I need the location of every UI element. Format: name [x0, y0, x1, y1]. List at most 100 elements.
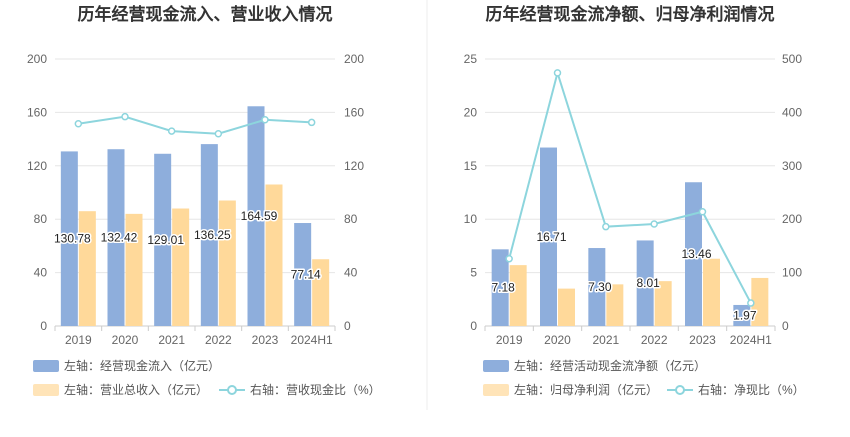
y-left-tick-label: 160: [27, 105, 47, 119]
ratio-line: [78, 115, 312, 135]
x-tick-label: 2022: [205, 333, 232, 347]
x-tick-label: 2019: [496, 333, 523, 347]
bar-secondary: [703, 258, 720, 326]
chart-1-plot: 0 40 80 120 160 200 0 40 80 120 160 200 2019 2020 2021…: [27, 52, 364, 347]
y-right-tick-label: 400: [782, 105, 802, 119]
y-right-tick-label: 160: [344, 105, 364, 119]
ratio-line: [508, 69, 752, 304]
ratio-point: [698, 207, 707, 216]
x-tick-label: 2021: [592, 333, 619, 347]
ratio-point: [747, 299, 755, 307]
chart-2-title: 历年经营现金流净额、归母净利润情况: [486, 4, 775, 25]
y-left-tick-label: 15: [464, 159, 478, 173]
y-left-tick-label: 25: [464, 52, 478, 66]
y-left-tick-label: 10: [464, 212, 478, 226]
bar-13-primary: [294, 223, 312, 326]
y-right-tick-label: 100: [782, 266, 802, 280]
legend-swatch-revenue[interactable]: [33, 384, 59, 396]
x-tick-label: 2024H1: [291, 333, 333, 347]
bar-data-label: 136.25: [194, 228, 231, 242]
x-tick-label: 2020: [112, 333, 139, 347]
bar-data-label: 16.71: [536, 230, 566, 244]
ratio-point: [553, 69, 562, 77]
legend-marker-net-ratio: [675, 385, 685, 395]
legend-label-net-cash[interactable]: 左轴：经营活动现金流净额（亿元）: [514, 358, 706, 373]
y-left-tick-label: 80: [34, 212, 48, 226]
bar-16-primary: [685, 182, 702, 326]
legend-label-net-profit[interactable]: 左轴：归母净利润（亿元）: [514, 382, 658, 397]
x-tick-label: 2019: [65, 333, 92, 347]
y-left-tick-label: 200: [27, 52, 47, 66]
bar-data-label: 130.78: [54, 232, 91, 246]
y-right-tick-label: 500: [782, 52, 802, 66]
bar-data-label: 8.01: [636, 276, 660, 290]
ratio-point: [214, 130, 223, 138]
chart-1-legend: 左轴：经营现金流入（亿元） 左轴：营业总收入（亿元） 右轴：营收现金比（%）: [33, 358, 381, 397]
bar-13-primary: [154, 153, 172, 326]
bar-secondary: [606, 284, 624, 326]
bar-data-label: 164.59: [241, 209, 278, 223]
bar-data-label: 129.01: [147, 233, 184, 247]
y-left-tick-label: 20: [464, 105, 478, 119]
bar-16-primary: [540, 147, 557, 326]
x-tick-label: 2023: [689, 333, 716, 347]
bar-13-primary: [60, 151, 78, 326]
bar-16-primary: [733, 304, 751, 326]
bar-data-label: 1.97: [733, 308, 757, 322]
bar-16-primary: [588, 248, 606, 326]
bar-secondary: [312, 259, 330, 326]
y-right-tick-label: 200: [782, 212, 802, 226]
bar-secondary: [751, 277, 769, 326]
y-left-tick-label: 0: [40, 319, 47, 333]
chart-2-plot: 0 5 10 15 20 25 0 100 200 300 400 500 2019 2020 2021 20…: [464, 52, 803, 347]
bar-13-primary: [107, 149, 125, 326]
bar-data-label: 77.14: [291, 268, 321, 282]
ratio-point: [602, 222, 610, 231]
bar-secondary: [654, 281, 672, 326]
x-tick-label: 2022: [641, 333, 668, 347]
bar-data-label: 7.18: [491, 281, 515, 295]
legend-swatch-cash-inflow[interactable]: [33, 360, 59, 372]
x-tick-label: 2021: [158, 333, 185, 347]
bar-data-label: 13.46: [681, 247, 711, 261]
y-left-tick-label: 120: [27, 159, 47, 173]
y-right-tick-label: 300: [782, 159, 802, 173]
bar-data-label: 7.30: [588, 280, 612, 294]
legend-marker-ratio: [227, 385, 237, 395]
y-right-tick-label: 200: [344, 52, 364, 66]
y-right-tick-label: 0: [344, 319, 351, 333]
x-tick-label: 2023: [252, 333, 279, 347]
bar-secondary: [218, 200, 236, 326]
bar-secondary: [125, 213, 143, 326]
bar-secondary: [265, 184, 283, 326]
ratio-point: [307, 118, 316, 127]
ratio-point: [74, 119, 83, 128]
legend-label-revenue[interactable]: 左轴：营业总收入（亿元）: [64, 382, 208, 397]
chart-2-legend: 左轴：经营活动现金流净额（亿元） 左轴：归母净利润（亿元） 右轴：净现比（%）: [483, 358, 805, 397]
x-tick-label: 2020: [544, 333, 571, 347]
y-right-tick-label: 40: [344, 266, 358, 280]
y-left-tick-label: 40: [34, 266, 48, 280]
bar-secondary: [509, 265, 527, 326]
legend-label-net-ratio[interactable]: 右轴：净现比（%）: [698, 382, 805, 397]
bar-data-label: 132.42: [101, 231, 138, 245]
y-left-tick-label: 0: [470, 319, 477, 333]
legend-swatch-net-profit[interactable]: [483, 384, 509, 396]
bar-13-primary: [247, 106, 265, 327]
y-right-tick-label: 80: [344, 212, 358, 226]
ratio-point: [121, 112, 129, 121]
ratio-point: [167, 127, 176, 135]
y-right-tick-label: 0: [782, 319, 789, 333]
bar-secondary: [78, 211, 96, 326]
y-left-tick-label: 5: [470, 266, 477, 280]
legend-swatch-net-cash[interactable]: [483, 360, 509, 372]
legend-label-cash-inflow[interactable]: 左轴：经营现金流入（亿元）: [64, 358, 220, 373]
bar-13-primary: [200, 144, 218, 326]
legend-label-ratio[interactable]: 右轴：营收现金比（%）: [250, 382, 381, 397]
y-right-tick-label: 120: [344, 159, 364, 173]
ratio-point: [261, 115, 269, 124]
bar-secondary: [558, 288, 575, 326]
bar-16-primary: [636, 240, 654, 326]
